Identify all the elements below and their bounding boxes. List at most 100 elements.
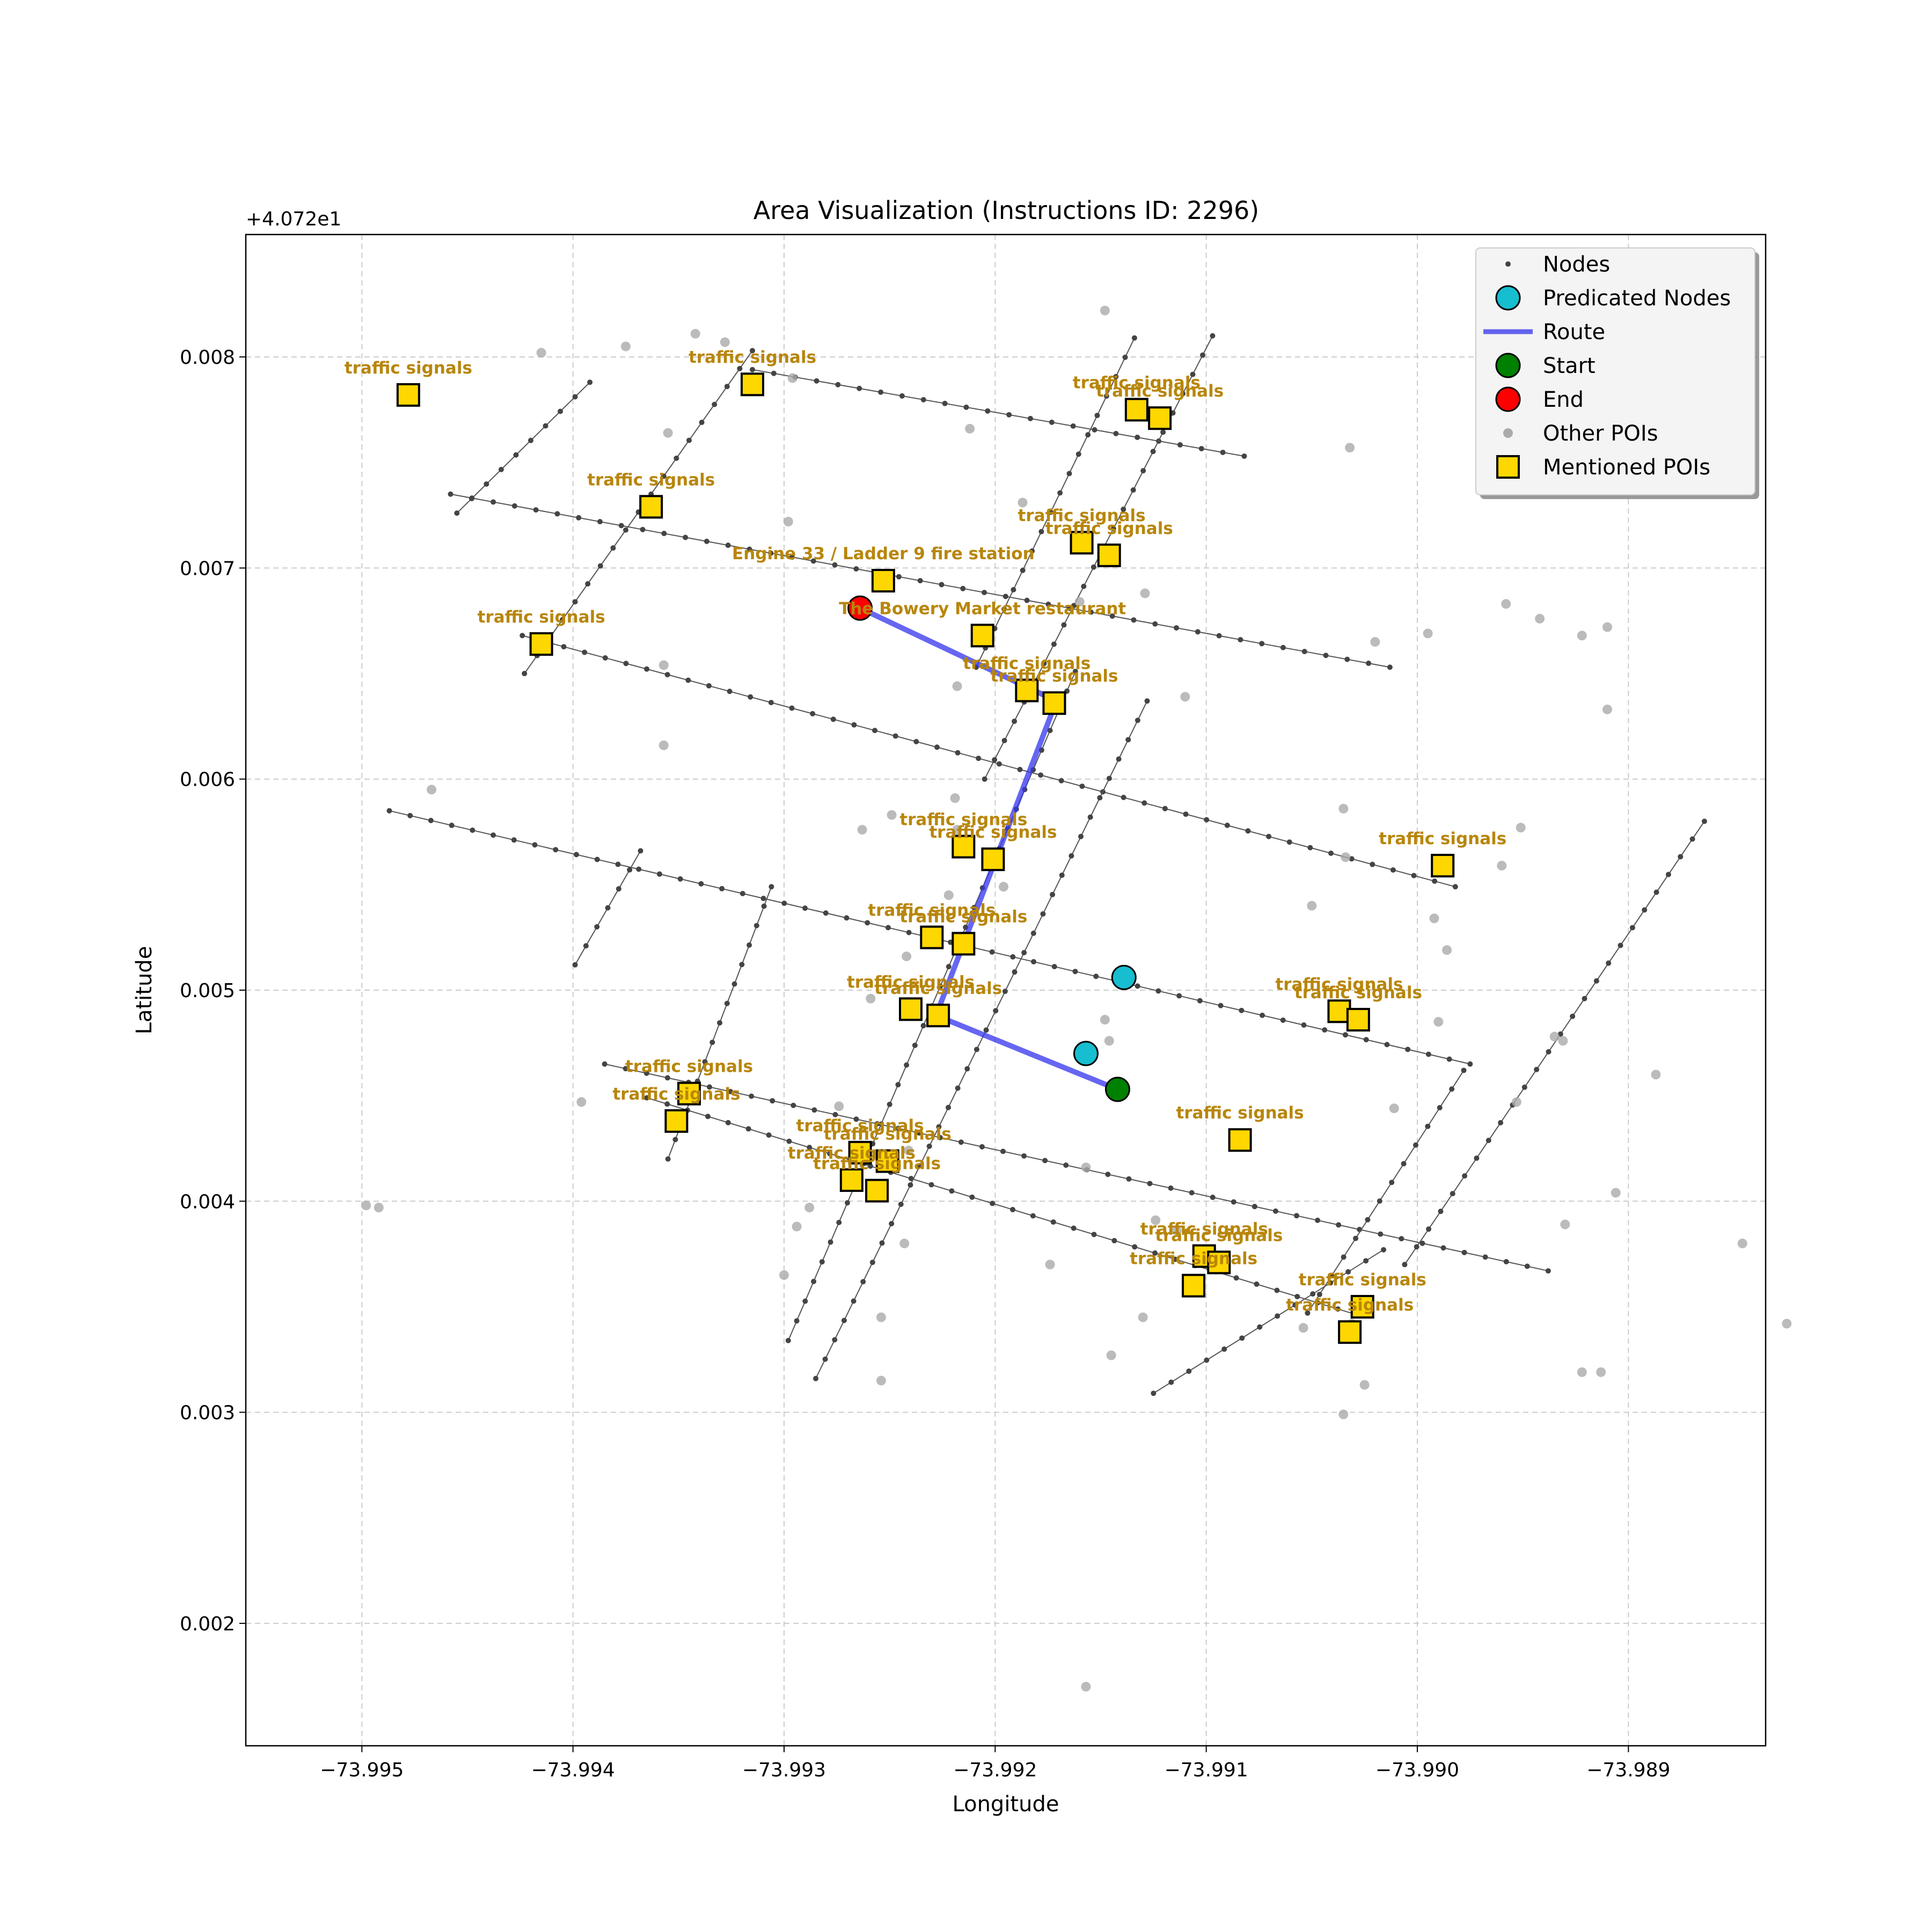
street-node: [1160, 429, 1166, 435]
street-node: [908, 1182, 913, 1188]
street-node: [528, 437, 533, 443]
street-node: [602, 655, 608, 661]
street-node: [939, 582, 945, 588]
legend-box: [1475, 247, 1755, 495]
street-edge: [1404, 821, 1705, 1265]
other-poi-marker: [876, 1312, 886, 1322]
street-node: [1582, 996, 1587, 1001]
x-tick-label: −73.994: [531, 1759, 615, 1781]
street-node: [748, 694, 753, 700]
other-poi-marker: [779, 1270, 789, 1280]
other-poi-marker: [1737, 1238, 1747, 1248]
street-node: [827, 1151, 833, 1157]
street-node: [1629, 925, 1635, 931]
street-node: [889, 1221, 895, 1227]
mentioned-poi-marker: [1228, 1128, 1252, 1152]
street-node: [828, 1239, 833, 1245]
street-node: [1315, 1217, 1321, 1223]
street-node: [638, 848, 643, 854]
mentioned-poi-marker: [926, 1004, 950, 1028]
street-node: [1152, 1250, 1158, 1256]
other-poi-marker: [1341, 852, 1351, 862]
street-node: [1534, 1066, 1540, 1072]
legend-label: Other POIs: [1543, 421, 1658, 446]
street-node: [1345, 1269, 1351, 1275]
other-poi-marker: [1602, 622, 1612, 632]
street-node: [749, 1093, 755, 1099]
mentioned-poi-marker: [1207, 1250, 1231, 1275]
street-node: [719, 885, 725, 891]
street-node: [887, 1101, 892, 1107]
other-poi-marker: [1549, 1031, 1560, 1042]
mentioned-poi-marker: [865, 1179, 889, 1203]
street-node: [1048, 509, 1053, 515]
street-edge: [752, 369, 1245, 457]
street-node: [656, 871, 662, 877]
other-poi-marker: [943, 890, 954, 901]
street-node: [920, 1023, 926, 1029]
street-node: [1301, 648, 1307, 654]
street-node: [745, 1126, 751, 1132]
mentioned-poi-label: traffic signals: [813, 1154, 941, 1174]
street-edge: [647, 1097, 1359, 1316]
chart-title: Area Visualization (Instructions ID: 229…: [753, 196, 1260, 225]
other-poi-marker: [834, 1101, 844, 1111]
mentioned-poi-marker: [848, 1140, 872, 1165]
street-node: [920, 397, 926, 402]
street-node: [513, 452, 519, 458]
street-node: [543, 423, 548, 429]
street-node: [1010, 954, 1016, 960]
street-node: [904, 1062, 910, 1068]
other-poi-marker: [952, 825, 962, 835]
street-node: [1002, 594, 1008, 599]
x-axis-label: Longitude: [953, 1792, 1059, 1817]
street-node: [1389, 1180, 1395, 1185]
street-node: [926, 1143, 932, 1149]
street-node: [1252, 1204, 1257, 1210]
street-node: [1094, 413, 1100, 419]
street-node: [1162, 806, 1168, 811]
street-node: [766, 1132, 772, 1138]
mentioned-poi-label: traffic signals: [1176, 1103, 1304, 1123]
mentioned-poi-marker: [952, 835, 976, 859]
street-node: [1399, 1236, 1404, 1242]
street-node: [724, 384, 730, 390]
street-node: [906, 930, 912, 935]
other-poi-marker: [1602, 704, 1612, 714]
street-node: [1028, 415, 1034, 421]
mentioned-poi-marker: [1338, 1320, 1362, 1344]
street-node: [1498, 1119, 1504, 1125]
street-node: [386, 808, 392, 814]
street-node: [454, 510, 460, 516]
street-node: [1049, 419, 1055, 425]
street-node: [1047, 728, 1053, 734]
street-node: [1474, 1155, 1480, 1161]
street-node: [1266, 833, 1272, 839]
street-node: [616, 886, 621, 892]
other-poi-marker: [658, 740, 669, 750]
street-node: [853, 1116, 859, 1122]
street-node: [1292, 1302, 1298, 1308]
street-node: [707, 1084, 713, 1090]
mentioned-poi-label: The Bowery Market restaurant: [839, 599, 1126, 618]
other-poi-marker: [887, 810, 897, 820]
legend-label: End: [1543, 387, 1584, 412]
mentioned-poi-label: traffic signals: [929, 823, 1057, 842]
street-node: [845, 1200, 850, 1206]
street-node: [1031, 959, 1037, 965]
legend-other-poi-icon: [1503, 428, 1513, 438]
other-poi-marker: [1577, 631, 1587, 641]
street-node: [960, 586, 966, 591]
street-node: [841, 1318, 847, 1323]
mentioned-poi-marker: [970, 624, 994, 648]
legend-label: Mentioned POIs: [1543, 455, 1710, 480]
other-poi-marker: [792, 1221, 802, 1232]
street-node: [913, 738, 919, 744]
street-node: [810, 711, 816, 716]
mentioned-poi-marker: [639, 495, 663, 519]
street-node: [1038, 529, 1044, 535]
street-node: [750, 348, 755, 354]
street-node: [896, 574, 902, 580]
street-node: [1461, 1249, 1467, 1255]
street-node: [983, 1027, 989, 1033]
